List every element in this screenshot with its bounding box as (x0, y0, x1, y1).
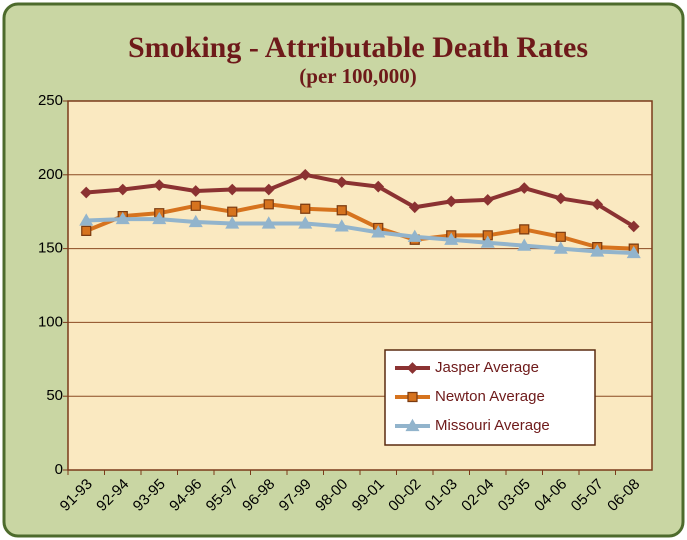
data-point (444, 232, 459, 245)
data-point (518, 182, 531, 194)
data-point (591, 198, 604, 211)
data-point (226, 183, 239, 196)
data-point (189, 185, 202, 197)
data-point (445, 195, 458, 208)
legend-label: Jasper Average (435, 359, 539, 376)
data-point (517, 238, 532, 251)
y-tick-label: 250 (38, 92, 63, 109)
y-tick-label: 50 (46, 387, 63, 404)
y-tick-label: 200 (38, 166, 63, 183)
data-point (79, 213, 94, 226)
data-point (152, 211, 167, 225)
data-point (81, 225, 92, 236)
data-point (334, 219, 349, 232)
data-point (153, 179, 166, 191)
legend-marker (406, 362, 419, 374)
data-point (408, 201, 421, 214)
data-point (482, 230, 493, 241)
y-tick-label: 0 (55, 461, 63, 478)
y-tick-label: 100 (38, 313, 63, 330)
legend-label: Newton Average (435, 388, 545, 405)
legend-label: Missouri Average (435, 417, 550, 434)
data-point (263, 199, 274, 210)
legend-marker (407, 391, 418, 403)
data-point (299, 168, 312, 181)
data-point (115, 211, 130, 225)
data-point (519, 224, 530, 235)
data-point (298, 216, 313, 229)
data-point (626, 245, 641, 259)
series-line (85, 202, 634, 251)
legend-box (384, 349, 596, 446)
data-point (80, 186, 93, 199)
y-tick-label: 150 (38, 240, 63, 257)
data-point (480, 235, 495, 248)
series-line (86, 217, 634, 256)
chart-title: Smoking - Attributable Death Rates (128, 31, 588, 64)
series-line (86, 172, 635, 229)
data-point (116, 183, 129, 196)
data-point (261, 216, 276, 229)
data-point (335, 176, 348, 189)
data-point (590, 244, 605, 257)
data-point (481, 194, 494, 206)
data-point (407, 229, 422, 242)
data-point (372, 180, 385, 193)
data-point (553, 241, 568, 254)
data-point (225, 216, 240, 229)
data-point (262, 183, 275, 196)
data-point (555, 231, 566, 242)
data-point (554, 192, 567, 205)
legend-marker (405, 418, 420, 432)
data-point (371, 225, 386, 238)
data-point (336, 205, 347, 216)
data-point (227, 206, 238, 217)
data-point (300, 203, 311, 214)
data-point (627, 220, 640, 233)
chart-subtitle: (per 100,000) (299, 64, 416, 88)
data-point (188, 214, 203, 228)
data-point (190, 200, 201, 211)
